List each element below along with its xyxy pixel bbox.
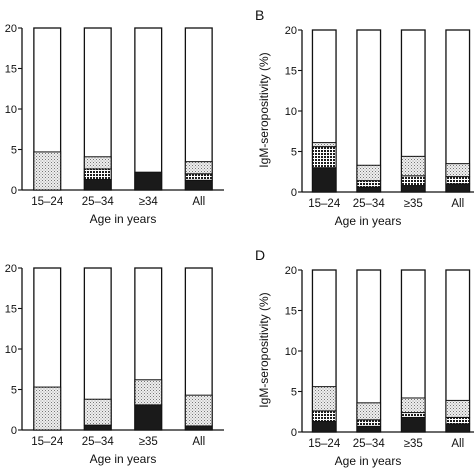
bar-segment	[83, 424, 112, 431]
bar-segment	[311, 386, 337, 412]
chart-panel-2: 0 5 10 15 20 15–24 25–34 ≥35 All Age in years IgM-…	[255, 7, 474, 228]
bar-segment	[445, 183, 471, 193]
x-axis-label: Age in years	[335, 214, 402, 228]
panel-letter: D	[255, 247, 265, 263]
bar-frame	[134, 27, 163, 191]
x-category-label: All	[451, 438, 464, 450]
y-tick-label: 10	[5, 344, 17, 356]
x-category-label: 15–24	[308, 198, 341, 210]
bar-segment	[400, 397, 426, 414]
panel-letter: B	[255, 7, 264, 23]
bar-segment	[33, 386, 62, 431]
x-category-label: 15–24	[31, 436, 64, 448]
y-tick-label: 10	[285, 346, 297, 358]
y-tick-label: 5	[11, 385, 17, 397]
y-tick-label: 15	[285, 66, 297, 78]
bar-segment	[311, 420, 337, 433]
bar-segment	[400, 412, 426, 418]
y-axis-label: IgM-seropositivity (%)	[257, 52, 271, 167]
chart-panel-3: 0 5 10 15 20 15–24 25–34 ≥35 All Age in years	[5, 263, 224, 466]
x-category-label: 25–34	[353, 198, 386, 210]
bar-segment	[184, 394, 213, 427]
chart-panel-1: 0 5 10 15 20 15–24 25–34 ≥34 All Age in years	[5, 23, 224, 226]
x-category-label: ≥34	[139, 196, 159, 208]
bar-segment	[400, 155, 426, 177]
bar-segment	[184, 179, 213, 191]
bar-segment	[83, 398, 112, 426]
bar-segment	[311, 167, 337, 193]
y-tick-label: 20	[285, 25, 297, 37]
x-category-label: 25–34	[353, 438, 386, 450]
bar-segment	[445, 399, 471, 418]
x-axis-label: Age in years	[335, 454, 402, 468]
bar-segment	[356, 180, 382, 188]
bar-segment	[400, 416, 426, 433]
y-tick-label: 5	[291, 387, 297, 399]
y-axis-label: IgM-seropositivity (%)	[257, 292, 271, 407]
bar-segment	[311, 410, 337, 422]
y-tick-label: 0	[291, 187, 297, 199]
x-category-label: 15–24	[308, 438, 341, 450]
x-category-label: All	[192, 436, 205, 448]
y-tick-label: 20	[285, 265, 297, 277]
bar-segment	[83, 178, 112, 191]
bar-segment	[445, 416, 471, 425]
y-tick-label: 5	[11, 145, 17, 157]
x-axis-label: Age in years	[90, 212, 157, 226]
y-tick-label: 0	[11, 185, 17, 197]
bar-segment	[356, 164, 382, 182]
bar-segment	[445, 176, 471, 185]
chart-panel-4: 0 5 10 15 20 15–24 25–34 ≥35 All Age in years IgM-…	[255, 247, 474, 468]
y-tick-label: 20	[5, 23, 17, 35]
bar-segment	[356, 425, 382, 433]
bar-segment	[33, 151, 62, 191]
bar-segment	[400, 175, 426, 187]
bar-segment	[445, 163, 471, 178]
y-tick-label: 0	[11, 425, 17, 437]
bar-segment	[445, 423, 471, 433]
y-tick-label: 20	[5, 263, 17, 275]
x-category-label: ≥35	[404, 198, 423, 210]
bar-segment	[134, 404, 163, 431]
bar-segment	[311, 146, 337, 169]
bar-segment	[400, 185, 426, 193]
bar-segment	[83, 168, 112, 180]
y-tick-label: 5	[291, 147, 297, 159]
bar-segment	[311, 142, 337, 148]
bar-segment	[184, 173, 213, 181]
bar-segment	[83, 156, 112, 170]
bar-segment	[184, 161, 213, 175]
x-axis-label: Age in years	[90, 452, 157, 466]
x-category-label: 15–24	[31, 196, 64, 208]
bar-segment	[134, 379, 163, 406]
bar-segment	[134, 171, 163, 191]
y-tick-label: 10	[285, 106, 297, 118]
x-category-label: All	[451, 198, 464, 210]
y-tick-label: 15	[5, 304, 17, 316]
y-tick-label: 10	[5, 104, 17, 116]
x-category-label: ≥35	[404, 438, 423, 450]
y-tick-label: 15	[285, 306, 297, 318]
x-category-label: All	[192, 196, 205, 208]
bar-segment	[184, 425, 213, 431]
bar-segment	[356, 186, 382, 193]
x-category-label: 25–34	[82, 436, 115, 448]
x-category-label: 25–34	[82, 196, 115, 208]
y-tick-label: 0	[291, 427, 297, 439]
x-category-label: ≥35	[139, 436, 158, 448]
bar-segment	[356, 402, 382, 421]
y-tick-label: 15	[5, 64, 17, 76]
bar-segment	[356, 419, 382, 427]
